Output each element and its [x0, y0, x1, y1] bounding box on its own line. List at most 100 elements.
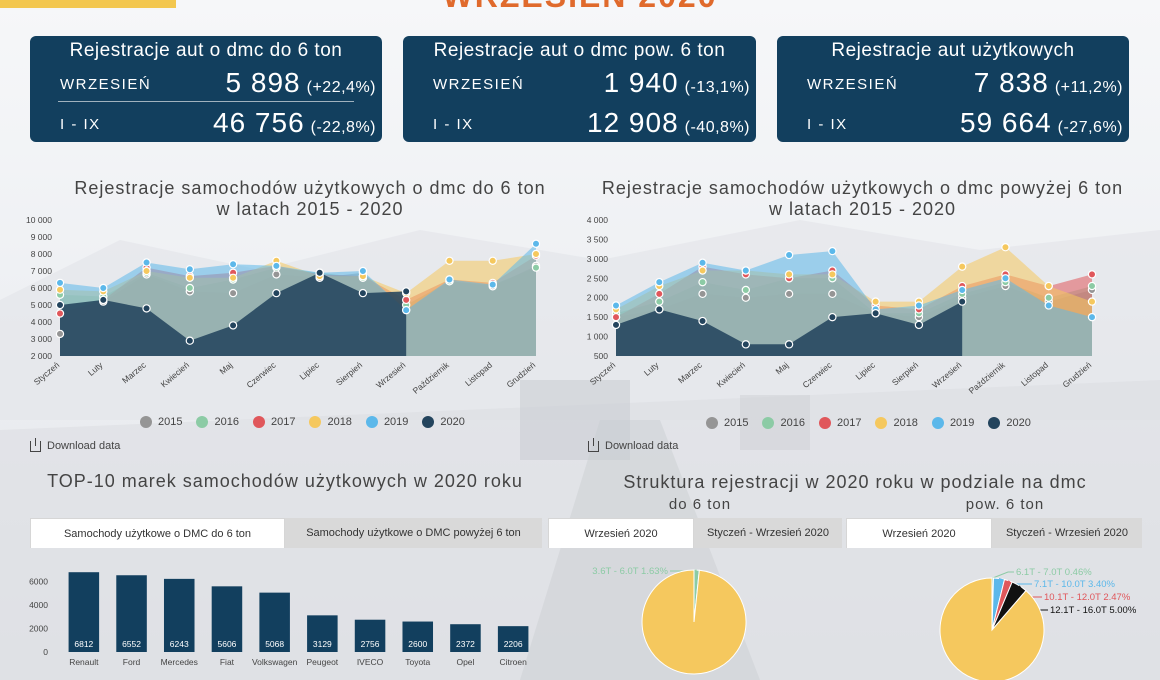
- data-point-2016[interactable]: [741, 285, 751, 295]
- data-point-2020[interactable]: [185, 336, 195, 345]
- tab-upto-6t[interactable]: Samochody użytkowe o DMC do 6 ton: [30, 518, 285, 548]
- data-point-2019[interactable]: [445, 275, 454, 284]
- legend-item-2017[interactable]: 2017: [818, 417, 861, 429]
- data-point-2018[interactable]: [698, 266, 707, 275]
- data-point-2018[interactable]: [142, 266, 151, 276]
- data-point-2019[interactable]: [228, 260, 238, 269]
- bar[interactable]: [402, 621, 434, 652]
- tab-september-2020[interactable]: Wrzesień 2020: [846, 518, 992, 548]
- legend-item-2020[interactable]: 2020: [422, 416, 465, 428]
- data-point-2019[interactable]: [185, 265, 195, 274]
- data-point-2019[interactable]: [1087, 312, 1097, 322]
- data-point-2015[interactable]: [828, 289, 837, 299]
- data-point-2019[interactable]: [914, 301, 924, 310]
- data-point-2016[interactable]: [1044, 293, 1053, 302]
- data-point-2019[interactable]: [957, 285, 967, 295]
- data-point-2018[interactable]: [871, 297, 880, 306]
- data-point-2019[interactable]: [142, 258, 151, 267]
- tab-over-6t[interactable]: Samochody użytkowe o DMC powyżej 6 ton: [285, 518, 542, 548]
- data-point-2020[interactable]: [315, 268, 324, 277]
- data-point-2019[interactable]: [272, 261, 281, 271]
- data-point-2016[interactable]: [1087, 281, 1097, 291]
- data-point-2018[interactable]: [1044, 281, 1053, 291]
- data-point-2020[interactable]: [358, 288, 368, 298]
- legend-item-2019[interactable]: 2019: [365, 416, 408, 428]
- data-point-2018[interactable]: [55, 285, 65, 294]
- data-point-2019[interactable]: [741, 266, 751, 275]
- data-point-2017[interactable]: [611, 312, 621, 322]
- data-point-2019[interactable]: [655, 277, 664, 287]
- data-point-2018[interactable]: [784, 270, 794, 279]
- data-point-2020[interactable]: [611, 320, 621, 330]
- data-point-2018[interactable]: [531, 249, 541, 259]
- data-point-2016[interactable]: [655, 297, 664, 306]
- legend-item-2018[interactable]: 2018: [309, 416, 352, 428]
- data-point-2019[interactable]: [401, 305, 411, 315]
- bar[interactable]: [68, 572, 100, 652]
- pie-slice[interactable]: [641, 569, 747, 675]
- data-point-2020[interactable]: [698, 316, 707, 326]
- bar[interactable]: [307, 615, 338, 652]
- bar[interactable]: [163, 578, 195, 652]
- tab-september-2020[interactable]: Wrzesień 2020: [548, 518, 694, 548]
- legend-item-2020[interactable]: 2020: [988, 417, 1031, 429]
- data-point-2017[interactable]: [401, 295, 411, 305]
- data-point-2019[interactable]: [611, 301, 621, 310]
- bar[interactable]: [450, 624, 481, 652]
- data-point-2015[interactable]: [272, 270, 281, 279]
- data-point-2019[interactable]: [55, 278, 65, 288]
- bar[interactable]: [354, 619, 386, 652]
- data-point-2018[interactable]: [228, 273, 238, 283]
- legend-item-2016[interactable]: 2016: [196, 416, 239, 428]
- data-point-2020[interactable]: [272, 288, 281, 298]
- data-point-2018[interactable]: [828, 270, 837, 279]
- data-point-2020[interactable]: [871, 309, 880, 318]
- data-point-2019[interactable]: [1001, 274, 1010, 283]
- legend-item-2018[interactable]: 2018: [875, 417, 918, 429]
- data-point-2019[interactable]: [358, 266, 368, 276]
- data-point-2019[interactable]: [531, 239, 541, 248]
- data-point-2018[interactable]: [185, 273, 195, 283]
- bar[interactable]: [211, 586, 243, 652]
- bar[interactable]: [497, 626, 529, 652]
- data-point-2015[interactable]: [741, 293, 751, 302]
- data-point-2015[interactable]: [698, 289, 707, 299]
- bar[interactable]: [116, 575, 147, 652]
- data-point-2019[interactable]: [488, 280, 497, 289]
- data-point-2020[interactable]: [784, 340, 794, 349]
- data-point-2016[interactable]: [531, 263, 541, 272]
- tab-jan-sep-2020[interactable]: Styczeń - Wrzesień 2020: [992, 518, 1142, 548]
- data-point-2017[interactable]: [55, 309, 65, 318]
- data-point-2016[interactable]: [698, 277, 707, 287]
- bar[interactable]: [259, 592, 290, 652]
- data-point-2016[interactable]: [185, 283, 195, 293]
- data-point-2020[interactable]: [55, 300, 65, 310]
- data-point-2020[interactable]: [142, 304, 151, 313]
- data-point-2015[interactable]: [784, 289, 794, 299]
- data-point-2018[interactable]: [1001, 243, 1010, 252]
- data-point-2019[interactable]: [828, 246, 837, 256]
- legend-item-2017[interactable]: 2017: [252, 416, 295, 428]
- download-data-link[interactable]: Download data: [588, 437, 678, 452]
- data-point-2020[interactable]: [228, 321, 238, 330]
- data-point-2018[interactable]: [1087, 297, 1097, 306]
- download-data-link[interactable]: Download data: [30, 437, 120, 452]
- data-point-2019[interactable]: [99, 283, 108, 293]
- data-point-2017[interactable]: [1087, 270, 1097, 279]
- data-point-2015[interactable]: [228, 288, 238, 298]
- tab-jan-sep-2020[interactable]: Styczeń - Wrzesień 2020: [694, 518, 842, 548]
- data-point-2018[interactable]: [445, 256, 454, 266]
- data-point-2019[interactable]: [1044, 301, 1053, 310]
- data-point-2020[interactable]: [828, 312, 837, 322]
- data-point-2019[interactable]: [784, 250, 794, 260]
- data-point-2020[interactable]: [914, 320, 924, 330]
- data-point-2018[interactable]: [488, 256, 497, 266]
- legend-item-2015[interactable]: 2015: [140, 416, 182, 428]
- data-point-2019[interactable]: [698, 258, 707, 267]
- data-point-2017[interactable]: [655, 289, 664, 299]
- data-point-2015[interactable]: [55, 329, 65, 339]
- legend-item-2019[interactable]: 2019: [931, 417, 974, 429]
- legend-item-2015[interactable]: 2015: [706, 417, 748, 429]
- data-point-2020[interactable]: [99, 295, 108, 305]
- data-point-2018[interactable]: [957, 262, 967, 271]
